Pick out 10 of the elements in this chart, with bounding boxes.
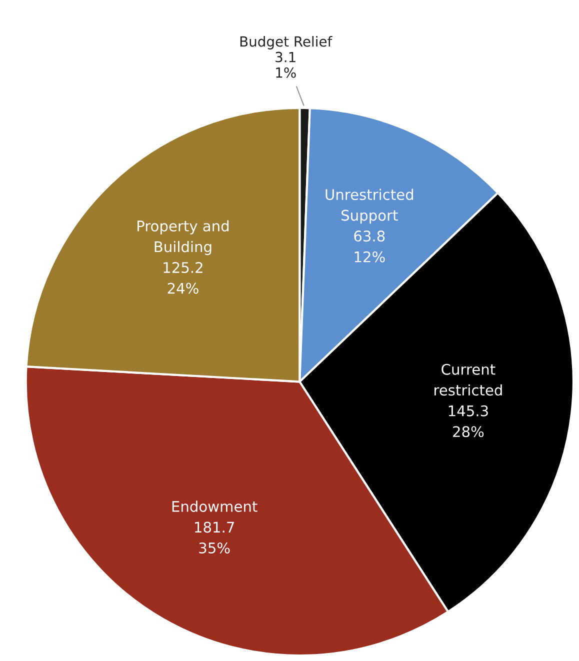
slice-label: Endowment (172, 500, 258, 512)
data-label: 145.3 28% (448, 405, 488, 438)
data-label: 3.1 1% (276, 52, 296, 78)
slice-label: Current restricted (434, 364, 502, 396)
data-label: 63.8 12% (354, 230, 385, 262)
slice-label: Property and Building (138, 220, 229, 256)
slice-label: Budget Relief (240, 36, 332, 50)
data-label: 181.7 35% (195, 522, 234, 554)
data-label: 125.2 24% (164, 262, 202, 294)
slice-label: Unrestricted Support (326, 188, 414, 224)
